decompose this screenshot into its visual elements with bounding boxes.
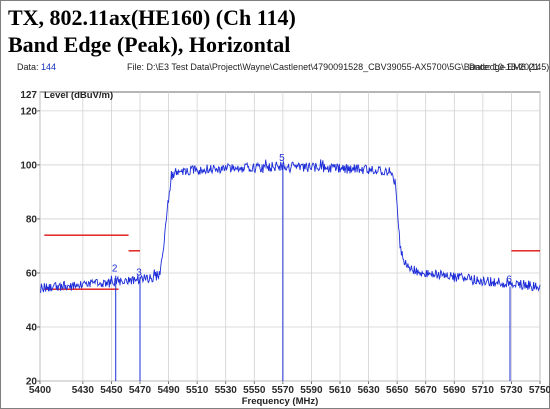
x-tick-label: 5550 [243, 385, 266, 396]
plot-area [39, 91, 541, 382]
y-tick-label: 120 [20, 106, 37, 117]
data-number: Data: 144 [17, 62, 56, 72]
chart-title-line1: TX, 802.11ax(HE160) (Ch 114) [8, 5, 296, 30]
marker-label: 5 [279, 153, 285, 164]
date-label: Date: 10-18-2021 [469, 62, 540, 72]
y-tick-label: 100 [20, 160, 37, 171]
chart-title-line2: Band Edge (Peak), Horizontal [8, 32, 291, 57]
file-path: File: D:\E3 Test Data\Project\Wayne\Cast… [127, 62, 550, 72]
x-tick-label: 5430 [72, 385, 95, 396]
y-tick-label: 40 [26, 322, 38, 333]
x-axis-label: Frequency (MHz) [242, 396, 319, 407]
y-tick-label: 20 [26, 377, 38, 388]
x-tick-label: 5590 [300, 385, 323, 396]
marker-label: 6 [506, 274, 512, 285]
x-tick-label: 5450 [100, 385, 123, 396]
y-axis-label: Level (dBuV/m) [44, 90, 113, 101]
x-tick-label: 5710 [472, 385, 495, 396]
marker-label: 3 [136, 268, 142, 279]
marker-label: 2 [112, 264, 118, 275]
x-tick-label: 5750 [529, 385, 550, 396]
x-tick-label: 5610 [329, 385, 352, 396]
x-tick-label: 5530 [215, 385, 238, 396]
x-tick-label: 5670 [415, 385, 438, 396]
x-tick-label: 5650 [386, 385, 409, 396]
x-tick-label: 5490 [157, 385, 180, 396]
y-top-tick-label: 127 [20, 90, 37, 101]
measurement-trace [39, 159, 541, 293]
x-tick-label: 5510 [186, 385, 209, 396]
x-tick-label: 5690 [443, 385, 466, 396]
y-tick-label: 80 [26, 214, 38, 225]
x-tick-label: 5470 [129, 385, 152, 396]
x-tick-label: 5400 [29, 385, 52, 396]
grid-lines [37, 92, 541, 384]
x-tick-label: 5630 [357, 385, 380, 396]
y-tick-label: 60 [26, 268, 38, 279]
data-value: 144 [41, 62, 57, 72]
x-tick-label: 5730 [500, 385, 523, 396]
data-label: Data: [17, 62, 39, 72]
x-tick-label: 5570 [272, 385, 295, 396]
